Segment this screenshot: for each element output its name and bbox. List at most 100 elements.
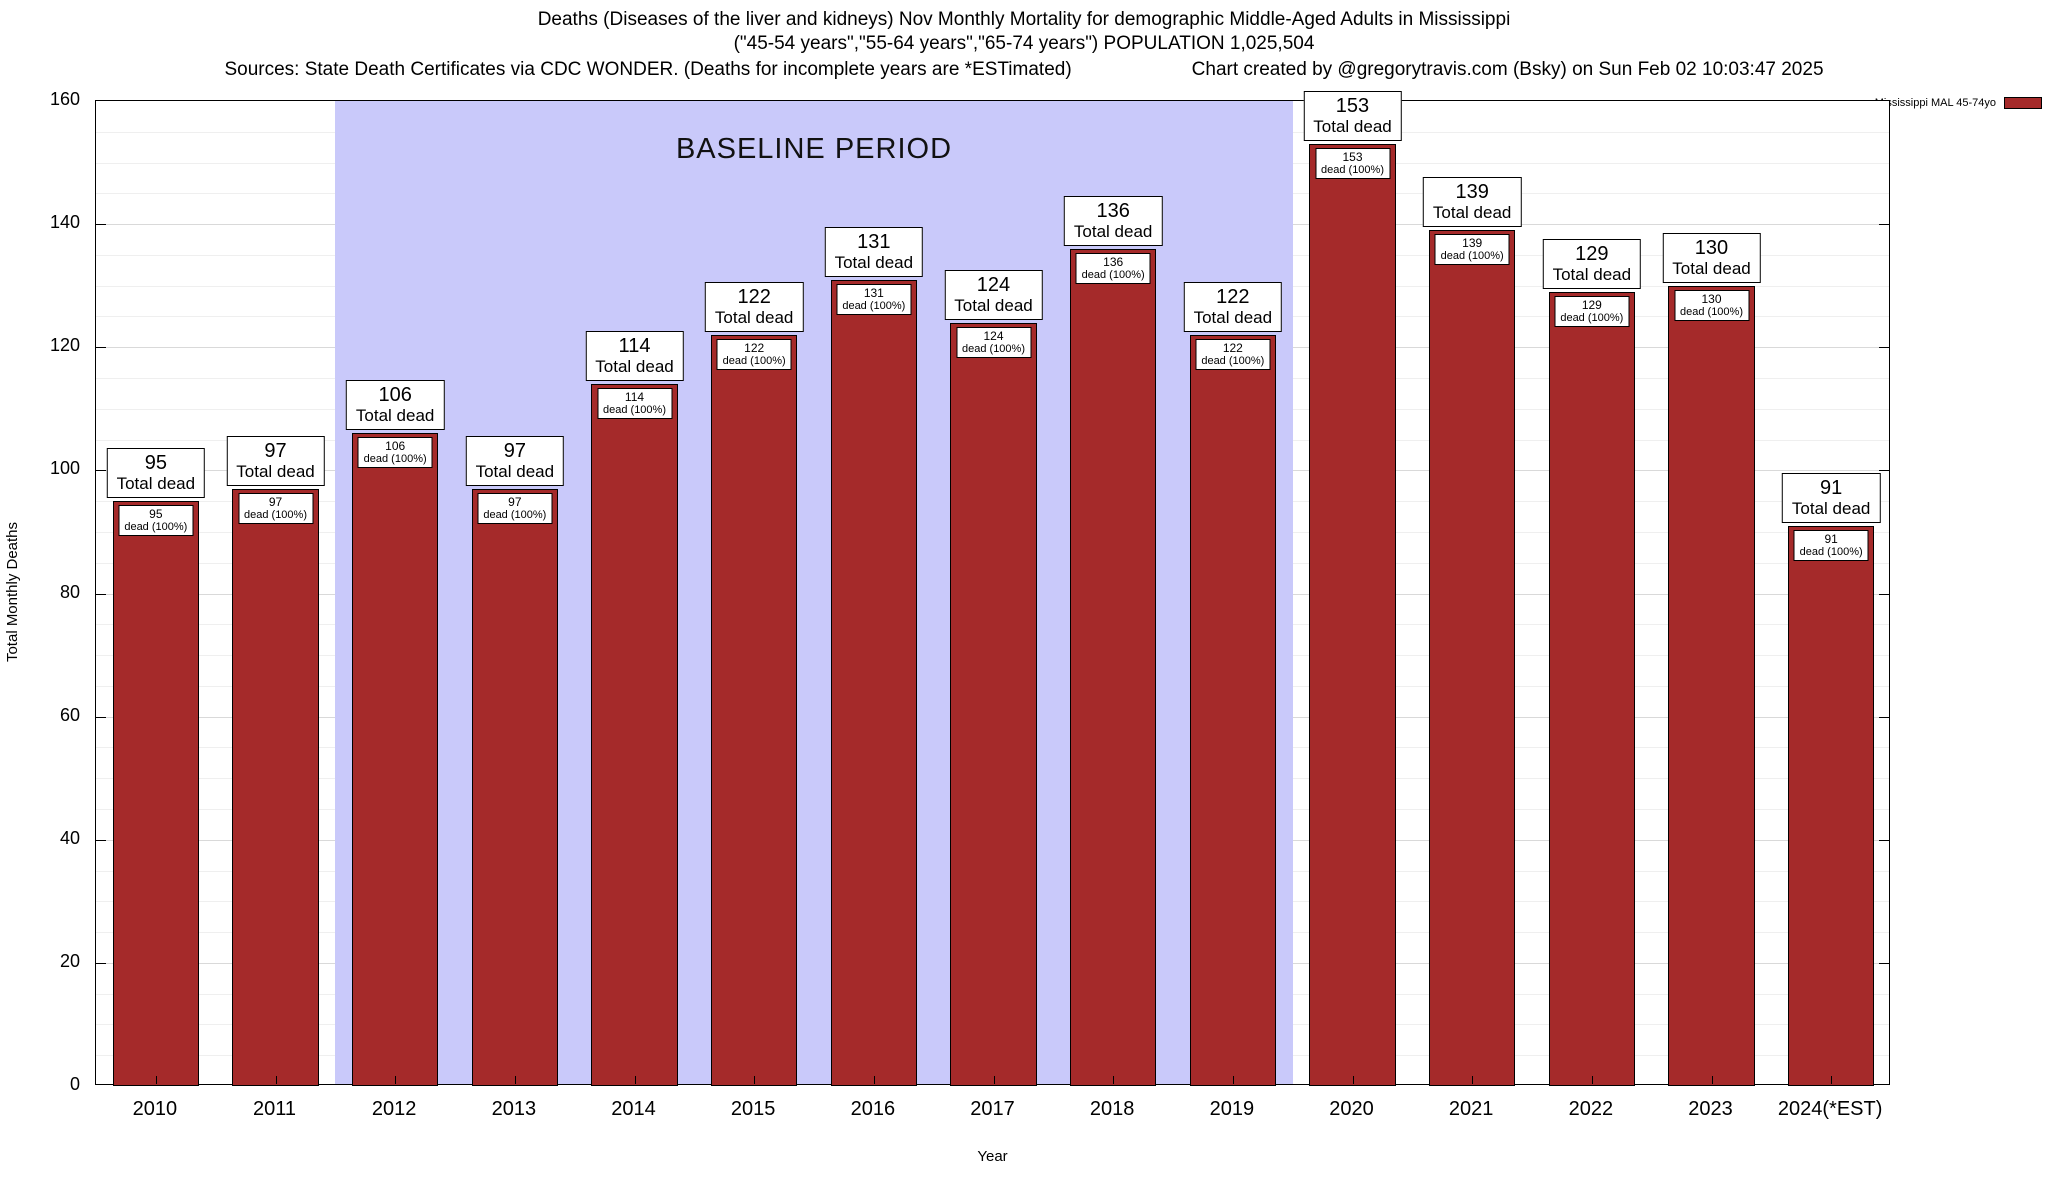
total-dead-value: 122: [1216, 285, 1250, 308]
total-dead-value: 114: [618, 335, 651, 358]
dead-pct-value: 114: [624, 390, 645, 405]
total-dead-caption: Total dead: [116, 474, 196, 494]
dead-pct-caption: dead (100%): [363, 453, 427, 466]
total-dead-caption: Total dead: [834, 252, 914, 272]
bar-2022: [1548, 291, 1635, 1086]
x-tick: [275, 1076, 277, 1084]
total-dead-value: 106: [378, 384, 412, 407]
dead-pct-label-2021: 139 dead (100%): [1434, 234, 1510, 266]
y-tick-left: [96, 716, 106, 718]
total-dead-label-2021: 139 Total dead: [1422, 177, 1522, 228]
dead-pct-value: 97: [268, 494, 283, 509]
x-tick: [1591, 1076, 1593, 1084]
x-tick: [1472, 1076, 1474, 1084]
total-dead-caption: Total dead: [1313, 117, 1392, 137]
total-dead-label-2014: 114 Total dead: [585, 331, 684, 382]
dead-pct-caption: dead (100%): [483, 508, 547, 521]
dead-pct-value: 139: [1462, 236, 1483, 251]
y-tick-right: [1879, 962, 1889, 964]
y-axis-tick-labels: 0 20 40 60 80 100 120 140 160: [0, 89, 86, 1094]
x-tick: [1232, 1076, 1234, 1084]
total-dead-caption: Total dead: [1432, 203, 1512, 223]
y-tick-label: 60: [59, 704, 80, 725]
total-dead-value: 95: [144, 452, 167, 475]
bar-2020: [1309, 144, 1396, 1086]
dead-pct-value: 122: [1222, 340, 1243, 355]
x-tick-label-2020: 2020: [1329, 1098, 1374, 1120]
total-dead-caption: Total dead: [1193, 307, 1273, 327]
total-dead-value: 130: [1694, 236, 1729, 259]
dead-pct-label-2022: 129 dead (100%): [1554, 295, 1630, 327]
y-tick-right: [1879, 716, 1889, 718]
x-tick: [1711, 1076, 1713, 1084]
x-tick-label-2021: 2021: [1448, 1098, 1494, 1120]
x-tick-label-2012: 2012: [371, 1098, 417, 1120]
y-tick-label: 20: [59, 950, 80, 971]
x-tick-label-2014: 2014: [611, 1098, 656, 1120]
chart-source-note: Sources: State Death Certificates via CD…: [224, 59, 1072, 80]
x-tick: [993, 1076, 995, 1084]
dead-pct-label-2017: 124 dead (100%): [956, 326, 1031, 358]
dead-pct-label-2016: 131 dead (100%): [836, 283, 912, 315]
total-dead-value: 124: [976, 273, 1011, 296]
dead-pct-label-2024(*EST): 91 dead (100%): [1793, 529, 1869, 561]
dead-pct-value: 130: [1701, 291, 1722, 306]
total-dead-label-2022: 129 Total dead: [1542, 238, 1642, 289]
dead-pct-caption: dead (100%): [244, 508, 307, 521]
y-tick-right: [1879, 470, 1889, 472]
bar-2013: [471, 488, 558, 1086]
x-tick: [155, 1076, 157, 1084]
total-dead-caption: Total dead: [954, 295, 1033, 315]
chart-credit-note: Chart created by @gregorytravis.com (Bsk…: [1191, 59, 1824, 80]
baseline-label: BASELINE PERIOD: [675, 133, 953, 165]
x-tick: [873, 1076, 875, 1084]
total-dead-label-2011: 97 Total dead: [226, 435, 325, 486]
y-tick-right: [1879, 593, 1889, 595]
dead-pct-value: 129: [1581, 297, 1602, 312]
bar-2017: [950, 322, 1037, 1086]
x-tick-label-2022: 2022: [1568, 1098, 1614, 1120]
y-tick-left: [96, 839, 106, 841]
y-tick-right: [1879, 224, 1889, 226]
dead-pct-label-2013: 97 dead (100%): [477, 492, 553, 524]
total-dead-caption: Total dead: [1552, 264, 1632, 284]
dead-pct-caption: dead (100%): [1321, 164, 1384, 177]
dead-pct-caption: dead (100%): [722, 354, 786, 367]
x-tick: [1352, 1076, 1354, 1084]
x-tick-label-2015: 2015: [730, 1098, 776, 1120]
dead-pct-label-2011: 97 dead (100%): [238, 492, 313, 524]
total-dead-value: 129: [1575, 242, 1609, 265]
total-dead-caption: Total dead: [1073, 221, 1153, 241]
total-dead-value: 136: [1096, 199, 1130, 222]
total-dead-value: 97: [264, 439, 287, 462]
bar-2019: [1189, 334, 1276, 1086]
dead-pct-value: 153: [1342, 150, 1363, 165]
legend: Mississippi MAL 45-74yo: [1875, 97, 2042, 109]
total-dead-caption: Total dead: [1672, 258, 1751, 278]
total-dead-label-2019: 122 Total dead: [1183, 281, 1283, 332]
dead-pct-caption: dead (100%): [1201, 354, 1265, 367]
x-axis-tick-labels: 2010 2011 2012 2013 2014 2015 2016 2017 2018 2019…: [95, 1098, 1890, 1128]
y-tick-label: 0: [69, 1074, 80, 1094]
x-tick: [395, 1076, 397, 1084]
y-tick-left: [96, 470, 106, 472]
dead-pct-caption: dead (100%): [1081, 268, 1145, 281]
dead-pct-caption: dead (100%): [1799, 545, 1863, 558]
y-tick-left: [96, 962, 106, 964]
total-dead-label-2020: 153 Total dead: [1303, 91, 1402, 142]
x-tick-label-2024(*EST): 2024(*EST): [1777, 1098, 1883, 1120]
bar-2023: [1668, 285, 1755, 1086]
total-dead-label-2016: 131 Total dead: [824, 226, 924, 277]
x-tick-label-2023: 2023: [1688, 1098, 1733, 1120]
dead-pct-caption: dead (100%): [1560, 311, 1624, 324]
bar-2015: [711, 334, 798, 1086]
total-dead-caption: Total dead: [475, 461, 555, 481]
dead-pct-value: 95: [149, 507, 163, 522]
total-dead-label-2017: 124 Total dead: [944, 269, 1043, 320]
dead-pct-label-2023: 130 dead (100%): [1674, 289, 1749, 321]
total-dead-label-2023: 130 Total dead: [1662, 232, 1761, 283]
dead-pct-caption: dead (100%): [1440, 250, 1504, 263]
y-tick-label: 120: [49, 335, 80, 356]
total-dead-label-2015: 122 Total dead: [704, 281, 804, 332]
dead-pct-caption: dead (100%): [842, 299, 906, 312]
